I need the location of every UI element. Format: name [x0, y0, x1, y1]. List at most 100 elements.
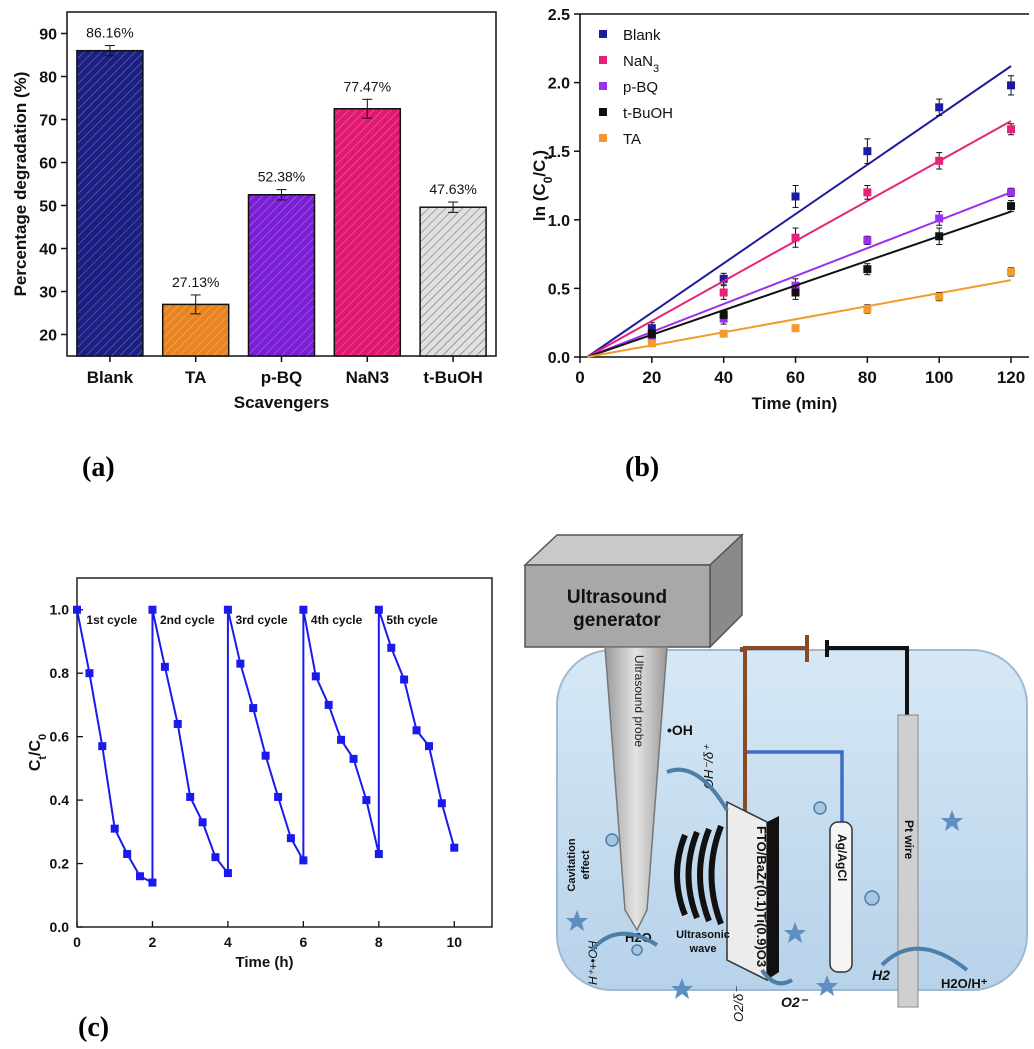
- legend-label: NaN3: [623, 53, 659, 75]
- cycle-label: 1st cycle: [86, 613, 137, 627]
- data-point: [337, 735, 346, 744]
- probe-arrow: [590, 931, 659, 952]
- generator-label-2: generator: [573, 610, 661, 631]
- plot-frame: [76, 577, 493, 928]
- data-point: [186, 792, 195, 801]
- data-point: [286, 834, 295, 843]
- data-point: [647, 324, 656, 333]
- data-point: [1007, 202, 1016, 211]
- data-point: [935, 103, 944, 112]
- radical-stars: [566, 810, 963, 999]
- generator-top-face: [523, 534, 744, 566]
- data-point: [935, 292, 944, 301]
- ref-electrode-label: Ag/AgCl: [835, 834, 849, 881]
- data-point: [173, 719, 182, 728]
- x-tick-label: 0: [575, 368, 584, 387]
- y-tick-label: 0.8: [50, 665, 70, 681]
- bubble: [813, 801, 827, 815]
- data-point: [198, 818, 207, 827]
- x-tick-label: 6: [299, 934, 307, 950]
- data-point: [719, 329, 728, 338]
- chart-c-cycles-line: 0.0 0.2 0.4 0.6 0.8 1.0 0 2 4 6 8 10 Time (h) Ct/C0 1s…: [27, 577, 493, 971]
- data-point: [935, 214, 944, 223]
- ultrasonic-wave-4: [708, 824, 724, 926]
- y-tick-label: 0.0: [548, 350, 570, 367]
- x-axis-title: Scavengers: [234, 393, 329, 412]
- data-point: [110, 824, 119, 833]
- data-point: [719, 274, 728, 283]
- data-point: [349, 754, 358, 763]
- panel-label-b: (b): [625, 452, 660, 483]
- panel-label-a: (a): [82, 452, 115, 483]
- data-point: [136, 872, 145, 881]
- data-point: [85, 669, 94, 678]
- ref-electrode: [829, 821, 853, 973]
- h2-label: H2: [872, 967, 890, 983]
- cycle-label: 2nd cycle: [160, 613, 215, 627]
- data-label: 86.16%: [86, 25, 133, 41]
- data-point: [719, 310, 728, 319]
- fit-line-0: [586, 65, 1012, 358]
- data-point: [791, 324, 800, 333]
- y-tick-label: 0.4: [50, 792, 70, 808]
- generator-label-1: Ultrasound: [567, 587, 667, 608]
- bar-t-buoh: [419, 206, 487, 357]
- x-tick-label: 120: [997, 368, 1025, 387]
- y-tick-label: 1.0: [50, 602, 70, 618]
- data-point: [374, 850, 383, 859]
- y-tick-label: 1.0: [548, 213, 570, 230]
- data-point: [311, 672, 320, 681]
- data-point: [98, 742, 107, 751]
- x-tick-label: Blank: [87, 368, 134, 387]
- y-tick-label: 40: [39, 242, 57, 259]
- legend-label: p-BQ: [623, 79, 658, 96]
- data-point: [160, 662, 169, 671]
- electrode-label: FTO/BaZr(0.1)Ti(0.9)O3: [754, 826, 769, 967]
- probe-label: Ultrasound probe: [632, 655, 646, 747]
- data-point: [73, 605, 81, 614]
- legend-marker: [599, 30, 607, 38]
- x-tick-label: 0: [73, 934, 81, 950]
- x-tick-label: t-BuOH: [423, 368, 482, 387]
- x-tick-label: 20: [642, 368, 661, 387]
- ultrasonic-label-2: wave: [689, 943, 717, 955]
- data-point: [274, 792, 283, 801]
- x-tick-label: 60: [786, 368, 805, 387]
- h2o-h-label: H2O/H⁺: [941, 976, 988, 991]
- y-axis-title: Percentage degradation (%): [11, 72, 30, 297]
- data-point: [148, 878, 157, 887]
- y-tick-label: 50: [39, 199, 57, 216]
- cavitation-label-2: effect: [580, 850, 592, 880]
- oh-arrow: [666, 767, 729, 812]
- diagram-d-setup: Ultrasound generator Ultrasound probe FT…: [523, 533, 1028, 1022]
- data-point: [863, 147, 872, 156]
- x-tick-label: NaN3: [346, 368, 389, 387]
- x-tick-label: 4: [224, 934, 232, 950]
- data-point: [400, 675, 409, 684]
- y-tick-label: 60: [39, 156, 57, 173]
- data-point: [791, 192, 800, 201]
- data-point: [223, 605, 232, 614]
- cavitation-label-1: Cavitation: [566, 838, 578, 891]
- legend-marker: [599, 134, 607, 142]
- y-tick-label: 2.0: [548, 76, 570, 93]
- chart-b-kinetics-scatter: 0.0 0.5 1.0 1.5 2.0 2.5 0 20 40 60 80 100 120 Time (m…: [530, 7, 1029, 413]
- data-label: 47.63%: [429, 181, 476, 197]
- data-point: [374, 605, 383, 614]
- data-point: [450, 843, 459, 852]
- cycle-label: 4th cycle: [311, 613, 363, 627]
- oh-radical-label: •OH: [667, 722, 693, 738]
- o2-arrow: [760, 968, 794, 986]
- o2-radical-label: O2⁻: [781, 994, 809, 1010]
- legend-marker: [599, 56, 607, 64]
- data-point: [261, 751, 270, 760]
- pt-wire: [897, 714, 919, 1008]
- y-tick-label: 0.0: [50, 919, 70, 935]
- ultrasonic-wave-2: [685, 830, 700, 920]
- bubble: [864, 890, 880, 906]
- data-point: [1007, 188, 1016, 197]
- y-tick-label: 30: [39, 285, 57, 302]
- data-point: [249, 704, 258, 713]
- x-axis-title: Time (min): [752, 394, 838, 413]
- data-point: [211, 853, 220, 862]
